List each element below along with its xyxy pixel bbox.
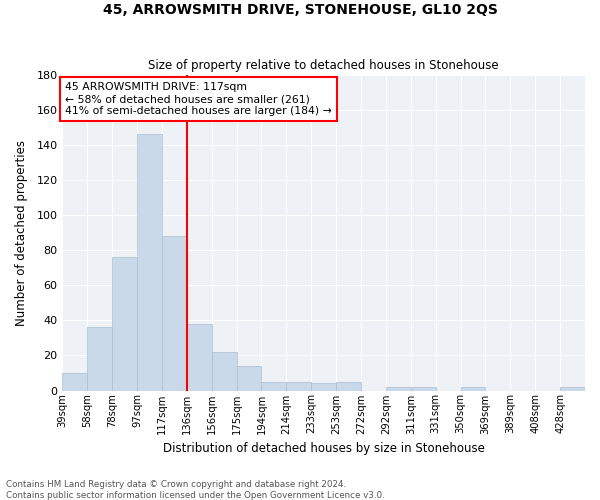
Bar xyxy=(336,382,361,390)
Bar xyxy=(62,373,87,390)
Bar xyxy=(87,328,112,390)
Bar xyxy=(112,257,137,390)
Y-axis label: Number of detached properties: Number of detached properties xyxy=(15,140,28,326)
Text: Contains HM Land Registry data © Crown copyright and database right 2024.
Contai: Contains HM Land Registry data © Crown c… xyxy=(6,480,385,500)
Bar xyxy=(137,134,162,390)
Bar xyxy=(162,236,187,390)
Bar xyxy=(386,387,411,390)
Bar xyxy=(286,382,311,390)
Bar xyxy=(212,352,236,391)
Bar xyxy=(311,384,336,390)
Bar xyxy=(236,366,262,390)
Text: 45 ARROWSMITH DRIVE: 117sqm
← 58% of detached houses are smaller (261)
41% of se: 45 ARROWSMITH DRIVE: 117sqm ← 58% of det… xyxy=(65,82,332,116)
Title: Size of property relative to detached houses in Stonehouse: Size of property relative to detached ho… xyxy=(148,59,499,72)
Bar xyxy=(560,387,585,390)
Bar xyxy=(262,382,286,390)
Bar xyxy=(461,387,485,390)
Bar xyxy=(187,324,212,390)
Text: 45, ARROWSMITH DRIVE, STONEHOUSE, GL10 2QS: 45, ARROWSMITH DRIVE, STONEHOUSE, GL10 2… xyxy=(103,2,497,16)
Bar xyxy=(411,387,436,390)
X-axis label: Distribution of detached houses by size in Stonehouse: Distribution of detached houses by size … xyxy=(163,442,485,455)
